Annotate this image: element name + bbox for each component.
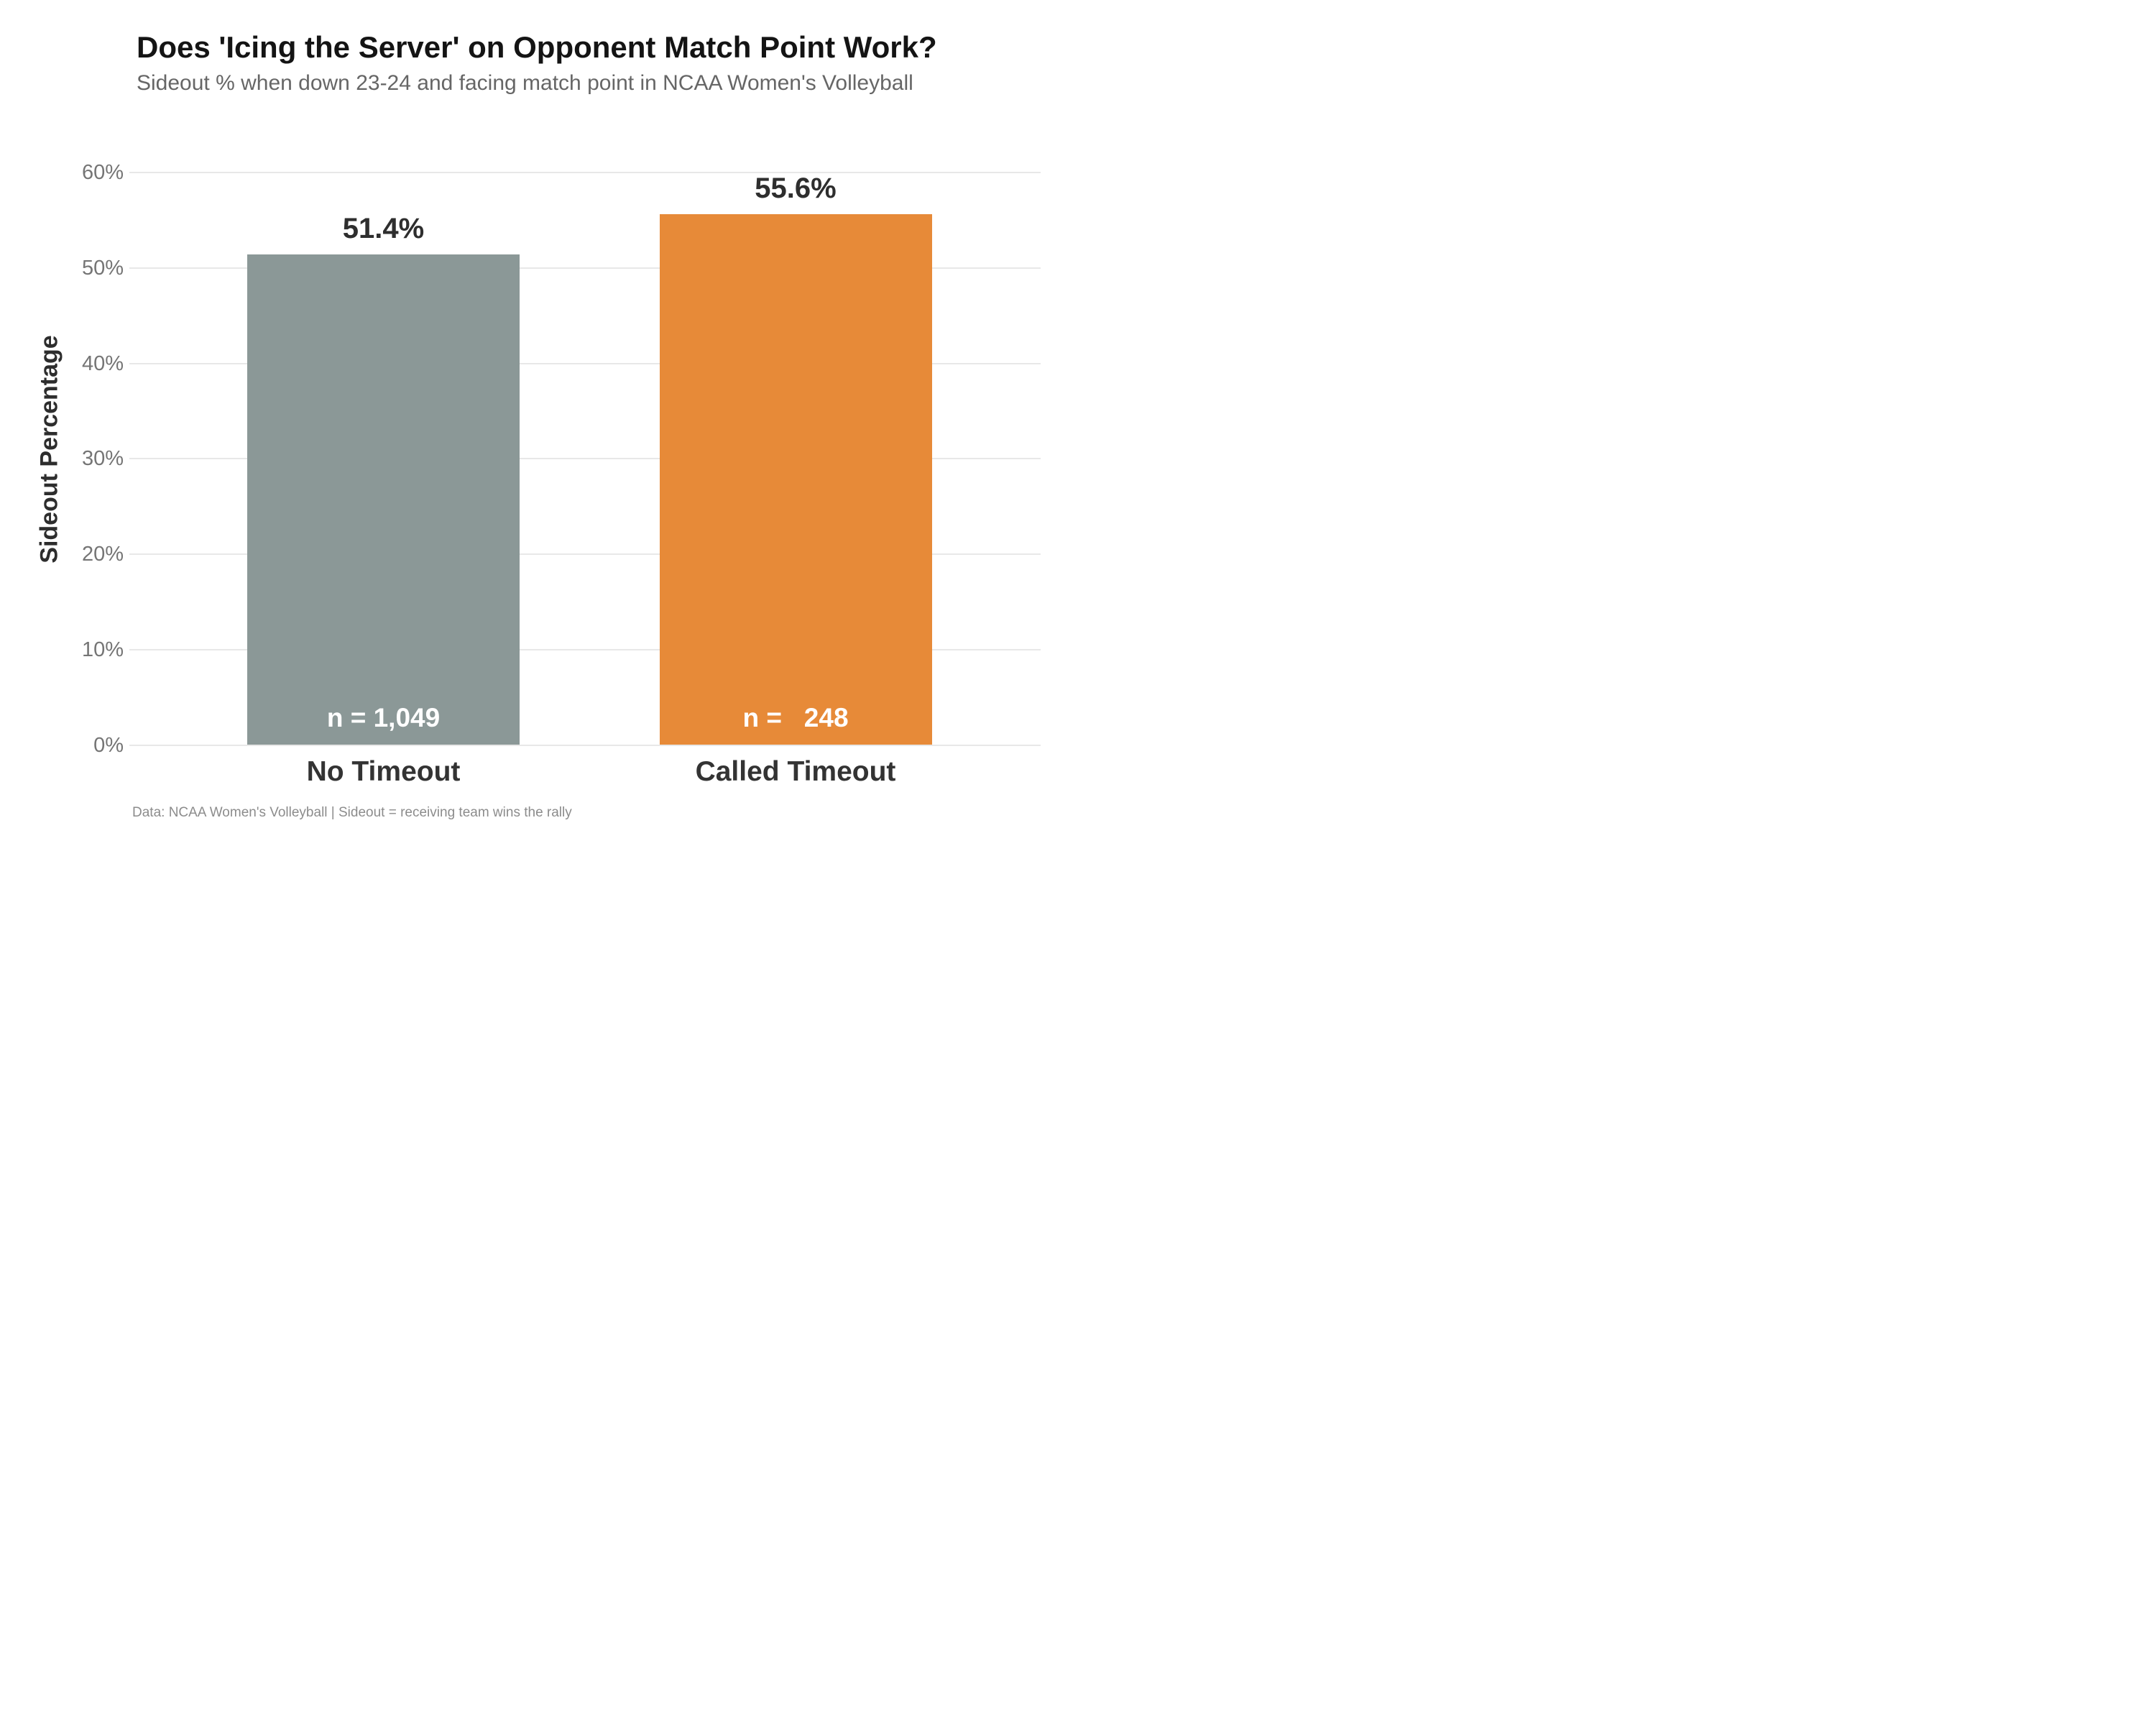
chart-title: Does 'Icing the Server' on Opponent Matc… <box>137 30 937 64</box>
y-tick-label: 30% <box>81 447 124 471</box>
gridline <box>129 458 1041 460</box>
sample-size-label: n = 1,049 <box>326 702 441 732</box>
gridline <box>129 267 1041 269</box>
chart-canvas: Does 'Icing the Server' on Opponent Matc… <box>0 0 1078 862</box>
y-tick-label: 10% <box>81 638 124 661</box>
gridline <box>129 172 1041 173</box>
chart-subtitle: Sideout % when down 23-24 and facing mat… <box>137 71 913 95</box>
y-tick-label: 40% <box>81 351 124 375</box>
gridline <box>129 362 1041 364</box>
bar-called-timeout <box>659 214 932 745</box>
x-category-label: No Timeout <box>306 755 461 787</box>
gridline <box>129 744 1041 746</box>
x-category-label: Called Timeout <box>695 755 896 787</box>
gridline <box>129 553 1041 555</box>
value-label: 51.4% <box>342 213 425 245</box>
y-tick-label: 60% <box>81 161 124 184</box>
gridline <box>129 648 1041 650</box>
y-tick-label: 20% <box>81 543 124 566</box>
bar-no-timeout <box>247 254 520 745</box>
sample-size-label: n = 248 <box>742 702 849 732</box>
y-tick-label: 50% <box>81 256 124 280</box>
value-label: 55.6% <box>755 172 837 205</box>
y-tick-label: 0% <box>93 733 124 757</box>
source-caption: Data: NCAA Women's Volleyball | Sideout … <box>132 805 572 820</box>
